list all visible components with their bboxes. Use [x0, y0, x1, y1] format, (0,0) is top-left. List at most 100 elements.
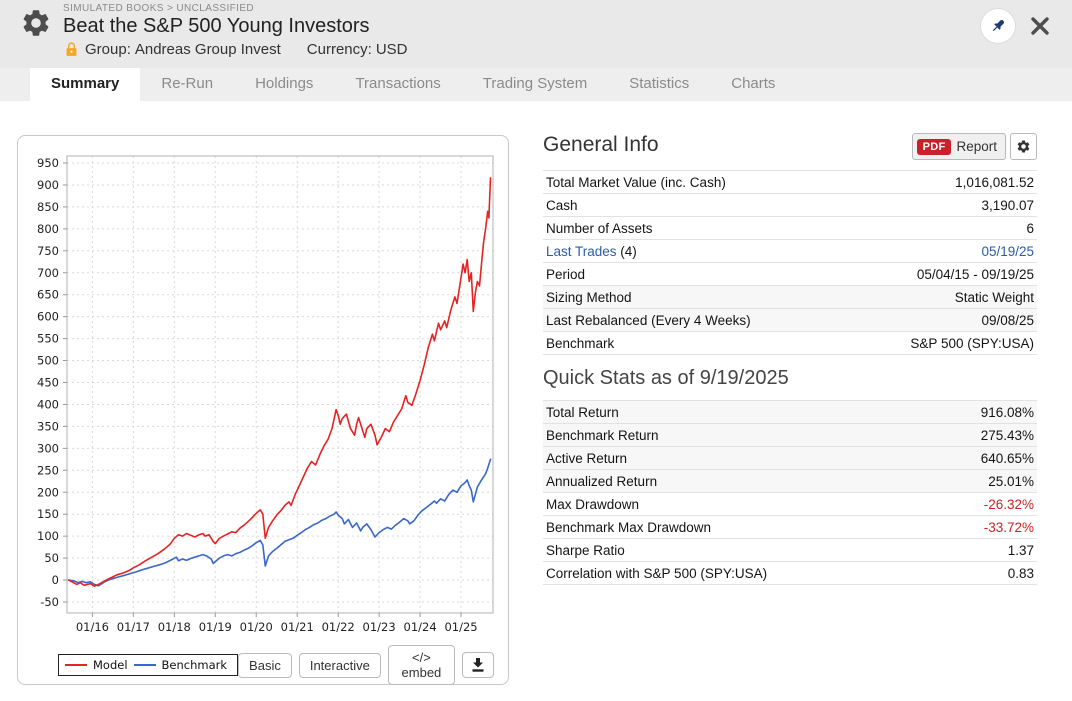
svg-text:50: 50 [44, 551, 59, 565]
svg-text:01/21: 01/21 [281, 620, 314, 634]
svg-text:-50: -50 [40, 595, 59, 609]
svg-text:550: 550 [37, 332, 59, 346]
basic-button[interactable]: Basic [238, 652, 292, 678]
svg-text:01/23: 01/23 [363, 620, 396, 634]
row-label: Active Return [546, 450, 628, 466]
performance-chart: -50 0 50 100 150 200 250 300 350 400 450 500 550 600 6… [37, 155, 494, 634]
svg-text:850: 850 [37, 200, 59, 214]
embed-button[interactable]: </> embed [387, 645, 455, 685]
row-label: Benchmark [546, 335, 615, 351]
row-value: Static Weight [954, 289, 1034, 305]
quick-stats-title: Quick Stats as of 9/19/2025 [543, 367, 789, 389]
group-label: Group: [85, 41, 131, 58]
right-column: General Info PDF Report Total Market Val… [543, 133, 1037, 585]
svg-text:0: 0 [52, 573, 59, 587]
row-label: Max Drawdown [546, 496, 640, 512]
svg-text:01/24: 01/24 [404, 620, 437, 634]
row-value: 1,016,081.52 [955, 174, 1034, 190]
svg-text:01/17: 01/17 [117, 620, 150, 634]
row-value: 05/04/15 - 09/19/25 [916, 266, 1034, 282]
row-value: 25.01% [988, 473, 1034, 489]
svg-text:100: 100 [37, 529, 59, 543]
table-row: Benchmark Max Drawdown -33.72% [543, 516, 1037, 539]
content: -50 0 50 100 150 200 250 300 350 400 450 500 550 600 6… [0, 101, 1072, 701]
svg-text:800: 800 [37, 222, 59, 236]
tab-charts[interactable]: Charts [731, 75, 776, 92]
row-value: 640.65% [980, 450, 1034, 466]
download-icon [472, 658, 484, 672]
header: SIMULATED BOOKS > UNCLASSIFIED Beat the … [0, 0, 1072, 68]
row-label: Annualized Return [546, 473, 658, 489]
row-value: 1.37 [1007, 542, 1034, 558]
currency-value: USD [375, 41, 408, 58]
benchmark-legend-key [133, 664, 156, 666]
last-trades-link[interactable]: Last Trades [546, 243, 617, 259]
svg-text:300: 300 [37, 441, 59, 455]
table-row: Last Rebalanced (Every 4 Weeks) 09/08/25 [543, 309, 1037, 332]
tab-holdings[interactable]: Holdings [255, 75, 314, 92]
row-value: 09/08/25 [981, 312, 1034, 328]
table-row: Total Market Value (inc. Cash) 1,016,081.… [543, 171, 1037, 194]
row-label: Correlation with S&P 500 (SPY:USA) [546, 565, 768, 581]
general-info-title: General Info [543, 133, 659, 156]
quick-stats-table: Total Return 916.08% Benchmark Return 275.4… [543, 400, 1037, 585]
page-title: Beat the S&P 500 Young Investors [63, 15, 370, 37]
svg-text:200: 200 [37, 485, 59, 499]
row-value: 0.83 [1007, 565, 1034, 581]
svg-text:600: 600 [37, 310, 59, 324]
svg-text:650: 650 [37, 288, 59, 302]
svg-text:150: 150 [37, 507, 59, 521]
svg-text:01/16: 01/16 [76, 620, 109, 634]
breadcrumb: SIMULATED BOOKS > UNCLASSIFIED [63, 3, 255, 14]
download-chart-button[interactable] [462, 652, 494, 678]
tab-bar: Summary Re-Run Holdings Transactions Trading… [0, 68, 1072, 101]
row-label: Sharpe Ratio [546, 542, 625, 558]
row-label: Total Return [546, 404, 619, 420]
model-legend-key [65, 664, 87, 666]
svg-text:01/19: 01/19 [199, 620, 232, 634]
tab-transactions[interactable]: Transactions [355, 75, 441, 92]
svg-text:700: 700 [37, 266, 59, 280]
currency-label: Currency: [306, 41, 372, 58]
gear-icon[interactable] [20, 7, 52, 39]
row-value: 916.08% [980, 404, 1034, 420]
model-legend-label: Model [93, 658, 128, 672]
chart-buttons: Basic Interactive </> embed [238, 645, 494, 685]
close-icon[interactable] [1028, 14, 1052, 38]
row-label: Last Trades (4) [546, 243, 637, 259]
pin-button[interactable] [980, 8, 1016, 44]
table-row: Benchmark Return 275.43% [543, 424, 1037, 447]
tab-summary[interactable]: Summary [30, 68, 141, 101]
row-label: Period [546, 266, 586, 282]
svg-text:750: 750 [37, 244, 59, 258]
table-row: Period 05/04/15 - 09/19/25 [543, 263, 1037, 286]
pin-icon [992, 20, 1004, 32]
general-info-table: Total Market Value (inc. Cash) 1,016,081.… [543, 170, 1037, 355]
table-row: Active Return 640.65% [543, 447, 1037, 470]
svg-text:01/22: 01/22 [322, 620, 355, 634]
table-row: Benchmark S&P 500 (SPY:USA) [543, 332, 1037, 355]
svg-text:500: 500 [37, 354, 59, 368]
benchmark-legend-label: Benchmark [161, 658, 228, 672]
table-row: Number of Assets 6 [543, 217, 1037, 240]
tab-re-run[interactable]: Re-Run [161, 75, 214, 92]
row-label: Benchmark Return [546, 427, 659, 443]
table-row: Sizing Method Static Weight [543, 286, 1037, 309]
row-value[interactable]: 05/19/25 [981, 243, 1034, 259]
row-value: 275.43% [980, 427, 1034, 443]
row-label: Total Market Value (inc. Cash) [546, 174, 726, 190]
row-label: Last Rebalanced (Every 4 Weeks) [546, 312, 751, 328]
gear-icon [1017, 140, 1030, 153]
lock-icon [66, 42, 77, 56]
table-row: Total Return 916.08% [543, 401, 1037, 424]
table-row: Max Drawdown -26.32% [543, 493, 1037, 516]
svg-text:450: 450 [37, 376, 59, 390]
report-settings-button[interactable] [1010, 133, 1037, 160]
tab-trading-system[interactable]: Trading System [482, 75, 588, 92]
svg-text:950: 950 [37, 156, 59, 170]
tab-statistics[interactable]: Statistics [629, 75, 690, 92]
row-label: Benchmark Max Drawdown [546, 519, 712, 535]
pdf-report-button[interactable]: PDF Report [911, 133, 1006, 160]
interactive-button[interactable]: Interactive [298, 652, 381, 678]
